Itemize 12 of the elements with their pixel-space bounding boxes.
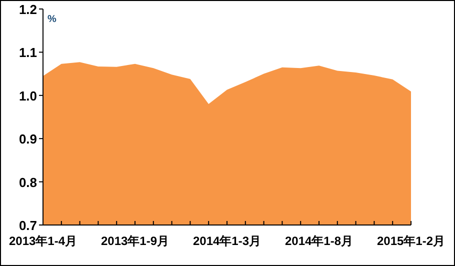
y-tick-label: 0.8: [18, 174, 38, 190]
y-tick-label: 1.0: [18, 88, 38, 104]
y-tick-label: 0.7: [18, 218, 38, 233]
y-tick-label: 1.2: [18, 2, 38, 17]
x-tick-label: 2015年1-2月: [376, 234, 446, 248]
x-tick-label: 2014年1-3月: [192, 234, 262, 248]
y-tick-label: 0.9: [18, 132, 38, 147]
y-axis-title: %: [48, 14, 57, 25]
x-tick-label: 2013年1-9月: [100, 234, 170, 248]
y-tick-label: 1.1: [18, 45, 38, 60]
x-tick-label: 2013年1-4月: [8, 234, 78, 248]
x-tick-label: 2014年1-8月: [284, 234, 354, 248]
